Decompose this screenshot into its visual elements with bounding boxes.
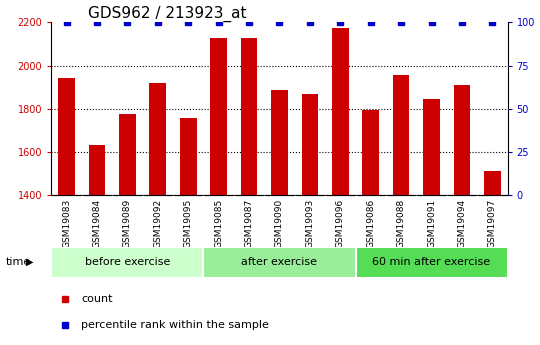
Bar bbox=[271, 90, 288, 345]
Bar bbox=[423, 99, 440, 345]
Text: percentile rank within the sample: percentile rank within the sample bbox=[81, 319, 269, 329]
Bar bbox=[454, 85, 470, 345]
Bar bbox=[180, 118, 197, 345]
Text: count: count bbox=[81, 294, 112, 304]
Text: ▶: ▶ bbox=[26, 257, 33, 267]
Text: GSM19084: GSM19084 bbox=[92, 199, 102, 248]
Text: GSM19088: GSM19088 bbox=[396, 199, 406, 248]
Bar bbox=[119, 114, 136, 345]
Bar bbox=[355, 247, 508, 278]
Bar bbox=[210, 38, 227, 345]
Text: GSM19096: GSM19096 bbox=[336, 199, 345, 248]
Text: GSM19091: GSM19091 bbox=[427, 199, 436, 248]
Text: GSM19086: GSM19086 bbox=[366, 199, 375, 248]
Bar bbox=[58, 78, 75, 345]
Text: GSM19083: GSM19083 bbox=[62, 199, 71, 248]
Text: GSM19087: GSM19087 bbox=[245, 199, 254, 248]
Bar bbox=[484, 171, 501, 345]
Text: GDS962 / 213923_at: GDS962 / 213923_at bbox=[88, 6, 246, 22]
Text: GSM19085: GSM19085 bbox=[214, 199, 223, 248]
Text: 60 min after exercise: 60 min after exercise bbox=[373, 257, 491, 267]
Text: time: time bbox=[5, 257, 31, 267]
Bar bbox=[301, 93, 318, 345]
Bar bbox=[332, 28, 349, 345]
Text: GSM19097: GSM19097 bbox=[488, 199, 497, 248]
Bar bbox=[241, 38, 258, 345]
Text: GSM19094: GSM19094 bbox=[457, 199, 467, 248]
Bar bbox=[393, 75, 409, 345]
Bar bbox=[204, 247, 355, 278]
Bar bbox=[362, 110, 379, 345]
Text: GSM19092: GSM19092 bbox=[153, 199, 162, 248]
Text: GSM19089: GSM19089 bbox=[123, 199, 132, 248]
Text: GSM19090: GSM19090 bbox=[275, 199, 284, 248]
Bar bbox=[89, 145, 105, 345]
Text: GSM19093: GSM19093 bbox=[306, 199, 314, 248]
Text: GSM19095: GSM19095 bbox=[184, 199, 193, 248]
Text: before exercise: before exercise bbox=[85, 257, 170, 267]
Text: after exercise: after exercise bbox=[241, 257, 318, 267]
Bar bbox=[150, 83, 166, 345]
Bar bbox=[51, 247, 204, 278]
